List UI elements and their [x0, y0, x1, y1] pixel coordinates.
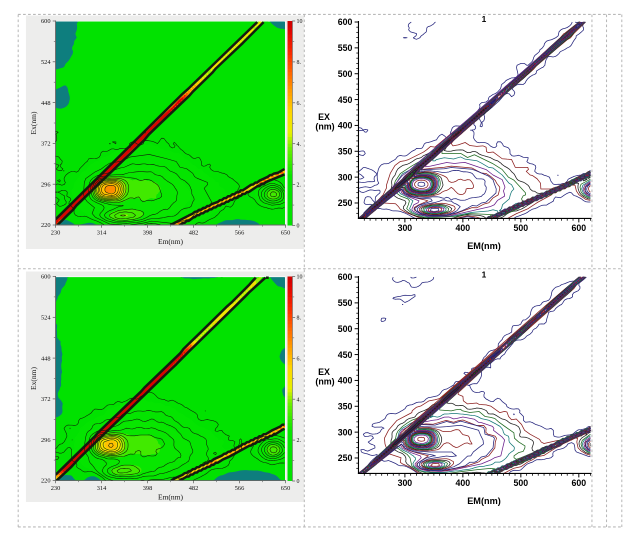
- svg-text:500: 500: [338, 69, 353, 79]
- svg-text:482: 482: [189, 229, 199, 236]
- svg-text:400: 400: [338, 121, 353, 131]
- svg-text:EM(nm): EM(nm): [467, 496, 501, 506]
- svg-text:398: 398: [143, 485, 153, 492]
- svg-text:Em(nm): Em(nm): [158, 492, 183, 501]
- svg-text:(nm): (nm): [315, 376, 334, 386]
- svg-text:398: 398: [143, 229, 153, 236]
- svg-text:450: 450: [338, 350, 353, 360]
- svg-text:EX: EX: [318, 367, 330, 377]
- svg-text:250: 250: [338, 198, 353, 208]
- svg-text:400: 400: [456, 223, 471, 233]
- svg-text:450: 450: [338, 95, 353, 105]
- svg-text:2.: 2.: [297, 183, 302, 189]
- svg-text:Ex(nm): Ex(nm): [29, 111, 38, 134]
- svg-text:300: 300: [338, 427, 353, 437]
- svg-text:300: 300: [398, 478, 413, 488]
- svg-text:500: 500: [514, 478, 529, 488]
- svg-text:0: 0: [297, 479, 300, 485]
- svg-text:EX: EX: [318, 112, 330, 122]
- svg-text:230: 230: [51, 229, 61, 236]
- svg-text:400: 400: [456, 478, 471, 488]
- svg-text:Em(nm): Em(nm): [158, 237, 183, 246]
- svg-text:300: 300: [398, 223, 413, 233]
- svg-text:600: 600: [338, 272, 353, 282]
- svg-text:1: 1: [482, 270, 487, 280]
- svg-text:314: 314: [97, 485, 107, 492]
- svg-text:0: 0: [297, 224, 300, 230]
- svg-text:600: 600: [572, 478, 587, 488]
- svg-text:482: 482: [189, 485, 199, 492]
- svg-text:6.: 6.: [297, 101, 302, 107]
- svg-text:372: 372: [41, 396, 51, 403]
- svg-text:500: 500: [338, 324, 353, 334]
- svg-text:6.: 6.: [297, 356, 302, 362]
- svg-text:10: 10: [297, 19, 303, 25]
- svg-text:400: 400: [338, 376, 353, 386]
- svg-text:600: 600: [41, 18, 51, 25]
- svg-text:220: 220: [41, 478, 51, 485]
- svg-text:524: 524: [41, 315, 51, 322]
- svg-text:600: 600: [572, 223, 587, 233]
- svg-text:600: 600: [338, 17, 353, 27]
- svg-text:500: 500: [514, 223, 529, 233]
- svg-text:650: 650: [281, 229, 291, 236]
- svg-text:524: 524: [41, 59, 51, 66]
- svg-text:296: 296: [41, 181, 51, 188]
- svg-text:4.: 4.: [297, 397, 302, 403]
- svg-text:250: 250: [338, 453, 353, 463]
- svg-text:220: 220: [41, 222, 51, 229]
- svg-text:350: 350: [338, 146, 353, 156]
- svg-text:Ex(nm): Ex(nm): [29, 367, 38, 390]
- svg-text:550: 550: [338, 43, 353, 53]
- svg-text:314: 314: [97, 229, 107, 236]
- svg-text:566: 566: [235, 485, 245, 492]
- svg-text:8.: 8.: [297, 315, 302, 321]
- svg-text:350: 350: [338, 401, 353, 411]
- svg-text:372: 372: [41, 141, 51, 148]
- svg-text:(nm): (nm): [315, 121, 334, 131]
- svg-text:10: 10: [297, 275, 303, 281]
- svg-text:296: 296: [41, 437, 51, 444]
- svg-text:2.: 2.: [297, 438, 302, 444]
- svg-text:448: 448: [41, 355, 51, 362]
- svg-text:230: 230: [51, 485, 61, 492]
- svg-text:448: 448: [41, 100, 51, 107]
- svg-text:300: 300: [338, 172, 353, 182]
- svg-text:1: 1: [482, 14, 487, 24]
- svg-text:566: 566: [235, 229, 245, 236]
- svg-text:550: 550: [338, 298, 353, 308]
- svg-text:8.: 8.: [297, 60, 302, 66]
- svg-text:600: 600: [41, 274, 51, 281]
- svg-text:EM(nm): EM(nm): [467, 241, 501, 251]
- svg-text:4.: 4.: [297, 142, 302, 148]
- svg-text:650: 650: [281, 485, 291, 492]
